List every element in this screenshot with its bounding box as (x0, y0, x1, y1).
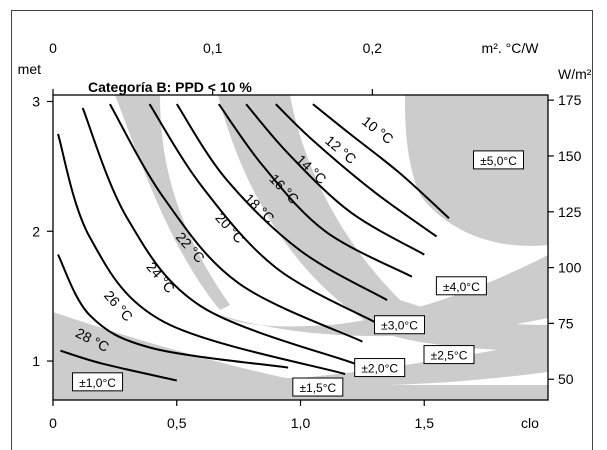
tolerance-box (473, 150, 524, 170)
top-tick-label: 0 (49, 40, 57, 56)
left-tick-label: 2 (32, 223, 40, 239)
curve-labels: 10 °C12 °C14 °C16 °C18 °C20 °C22 °C24 °C… (73, 113, 396, 355)
temperature-curve (217, 103, 413, 278)
axes: 0 0,5 1,0 1,5 clo 0 0,1 0,2 m². °C/W 1 2 3 met 50 75 10… (18, 40, 592, 431)
tolerance-box (292, 377, 344, 397)
left-tick-label: 1 (32, 353, 40, 369)
chart-title: Categoría B: PPD < 10 % (88, 79, 252, 95)
top-tick-label: 0,1 (203, 40, 223, 56)
tolerance-label: ±2,0°C (361, 362, 398, 376)
tolerance-box (435, 276, 487, 296)
tolerance-box (72, 372, 124, 392)
right-tick-label: 175 (558, 92, 582, 108)
tolerance-box (423, 345, 475, 365)
tolerance-band (218, 95, 548, 352)
tolerance-bands (53, 95, 548, 400)
bottom-axis-unit: clo (521, 415, 539, 431)
bottom-tick-label: 1,0 (291, 415, 311, 431)
right-tick-label: 150 (558, 148, 582, 164)
temperature-curve (275, 103, 438, 238)
temperature-curve (245, 103, 425, 256)
left-axis-unit: met (18, 61, 41, 77)
tolerance-box (374, 315, 425, 335)
temperature-curve (148, 103, 376, 323)
temperature-curve (175, 103, 388, 301)
tolerance-band (405, 95, 548, 246)
right-tick-label: 75 (558, 315, 574, 331)
tolerance-label: ±2,5°C (431, 349, 468, 363)
right-tick-label: 100 (558, 260, 582, 276)
right-axis-unit: W/m² (558, 66, 592, 82)
tolerance-label: ±4,0°C (443, 280, 480, 294)
top-tick-label: 0,2 (363, 40, 383, 56)
temperature-curve (81, 107, 356, 365)
tolerance-box (354, 358, 406, 378)
tolerance-label: ±3,0°C (381, 319, 418, 333)
bottom-tick-label: 0 (49, 415, 57, 431)
left-tick-label: 3 (32, 93, 40, 109)
temperature-curve (109, 103, 363, 343)
temperature-curve (60, 349, 178, 382)
tolerance-band (53, 312, 548, 400)
temperature-curve (57, 254, 289, 369)
right-tick-label: 50 (558, 371, 574, 387)
temperature-curve (312, 103, 450, 220)
bottom-tick-label: 1,5 (415, 415, 435, 431)
top-axis-unit: m². °C/W (482, 40, 540, 56)
temperature-curve (57, 133, 346, 375)
curve-label: 20 °C (212, 209, 247, 246)
right-tick-label: 125 (558, 204, 582, 220)
curve-label: 10 °C (359, 113, 397, 147)
tolerance-band (115, 95, 230, 310)
outer-frame (11, 10, 593, 450)
tolerance-label: ±1,5°C (299, 381, 336, 395)
tolerance-label: ±5,0°C (480, 154, 517, 168)
tolerance-band (220, 255, 548, 337)
tolerance-label: ±1,0°C (79, 376, 116, 390)
temperature-curves (57, 103, 450, 382)
curve-label: 24 °C (143, 259, 178, 296)
curve-label: 26 °C (101, 287, 136, 324)
tolerance-band (235, 340, 548, 386)
tolerance-labels: ±1,0°C ±1,5°C ±2,0°C ±2,5°C ±3,0°C ±4,0°C ±5,0… (72, 150, 524, 397)
bottom-tick-label: 0,5 (167, 415, 187, 431)
